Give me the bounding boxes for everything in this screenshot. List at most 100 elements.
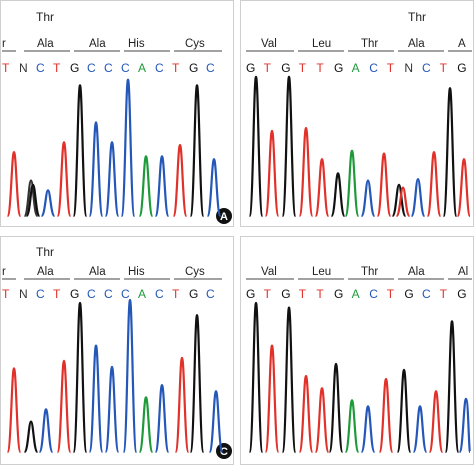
panel-d-base-6: A: [352, 287, 360, 301]
panel-c-peak-11: [189, 314, 205, 454]
panel-b-codon-3: Ala: [408, 38, 425, 50]
panel-d-peak-7: [360, 405, 376, 454]
panel-a-peak-7: [104, 141, 120, 218]
panel-b-peak-0: [248, 75, 264, 218]
panel-a-base-11: G: [189, 61, 198, 75]
panel-b-codon-4: A: [458, 38, 466, 50]
panel-b-base-2: G: [281, 61, 290, 75]
panel-c-peak-9: [154, 384, 170, 454]
panel-a-peak-8: [120, 78, 136, 218]
panel-c-base-9: C: [155, 287, 164, 301]
panel-c-peak-12: [208, 390, 224, 454]
panel-c-base-1: N: [19, 287, 28, 301]
panel-a-peak-6: [88, 121, 104, 218]
panel-d-peak-5: [328, 362, 344, 454]
panel-a-base-4: G: [70, 61, 79, 75]
panel-b-base-1: T: [264, 61, 272, 75]
panel-a-base-2: C: [36, 61, 45, 75]
panel-b-codon-2: Thr: [361, 38, 378, 50]
panel-b-peak-14: [456, 158, 472, 218]
panel-b-base-3: T: [299, 61, 307, 75]
panel-c-base-12: C: [206, 287, 215, 301]
panel-a-peak-10: [154, 155, 170, 218]
panel-d-codon-0: Val: [261, 266, 277, 278]
panel-c-peak-2: [38, 408, 54, 454]
panel-a-codon-0: r: [2, 38, 6, 50]
panel-b-codon-1: Leu: [312, 38, 331, 50]
panel-c-peak-0: [6, 367, 22, 454]
panel-d-base-1: T: [264, 287, 272, 301]
panel-d-base-3: T: [299, 287, 307, 301]
panel-c-base-11: G: [189, 287, 198, 301]
trace-layer: T N C T G C C C A C T G C G T G T T G A C T N C T GT N C T G C C C A C T G C G…: [2, 61, 472, 454]
panel-c-frame: [0, 236, 234, 465]
panel-d-base-9: G: [404, 287, 413, 301]
panel-a-base-10: T: [172, 61, 180, 75]
panel-a-codon-4: Cys: [185, 38, 205, 50]
panel-d-peak-4: [314, 387, 330, 454]
panel-a-peak-4: [56, 141, 72, 218]
panel-d-peak-6: [344, 399, 360, 454]
panel-c-peak-8: [138, 396, 154, 454]
panel-c-peak-4: [72, 301, 88, 454]
panel-b-base-7: C: [369, 61, 378, 75]
panel-c-badge: C: [216, 443, 232, 459]
panel-a-base-3: T: [53, 61, 61, 75]
panel-b-base-5: G: [334, 61, 343, 75]
panel-b-base-8: T: [387, 61, 395, 75]
panel-a-codon-1: Ala: [37, 38, 54, 50]
panel-d-peak-8: [378, 377, 394, 454]
panel-d-base-7: C: [369, 287, 378, 301]
panel-d-base-5: G: [334, 287, 343, 301]
panel-c-base-10: T: [172, 287, 180, 301]
panel-a-base-9: C: [155, 61, 164, 75]
panel-a-peak-0: [6, 151, 22, 218]
panel-c-title: Thr: [36, 245, 54, 259]
panel-c-base-7: C: [121, 287, 130, 301]
panel-a-badge-label: A: [220, 211, 228, 223]
panel-b-peak-8: [376, 152, 392, 218]
panel-c-peak-10: [174, 356, 190, 454]
panel-a-base-7: C: [121, 61, 130, 75]
panel-a-peak-2: [25, 183, 41, 218]
panel-a-peak-13: [206, 158, 222, 218]
panel-c-peak-5: [88, 344, 104, 454]
panel-d-codon-2: Thr: [361, 266, 378, 278]
panel-b-peak-12: [426, 151, 442, 218]
panel-c-codon-3: His: [128, 266, 145, 278]
panel-a-base-1: N: [19, 61, 28, 75]
panel-d-peak-13: [458, 397, 472, 454]
panel-d-codon-4: Al: [458, 266, 468, 278]
panel-a-peak-12: [189, 84, 205, 218]
panel-a-peak-11: [172, 143, 188, 218]
panel-d-base-4: T: [316, 287, 324, 301]
panel-c-codon-0: r: [2, 266, 6, 278]
panel-a-base-6: C: [104, 61, 113, 75]
panel-d-base-10: C: [422, 287, 431, 301]
panel-d-peak-10: [412, 405, 428, 454]
panel-c-codon-2: Ala: [89, 266, 106, 278]
panel-c-base-2: C: [36, 287, 45, 301]
panel-b-peak-13: [442, 87, 458, 218]
panel-a-peak-1: [23, 179, 39, 218]
panel-b-base-9: N: [404, 61, 413, 75]
panel-d-peak-9: [396, 368, 412, 454]
panel-b-peak-7: [360, 179, 376, 218]
panel-c-peak-1: [23, 420, 39, 454]
panel-c-peak-7: [122, 298, 138, 454]
panel-c-base-3: T: [53, 287, 61, 301]
panel-b-title: Thr: [408, 10, 426, 24]
panel-c-peak-3: [56, 359, 72, 454]
panel-d-peak-11: [428, 390, 444, 454]
panel-c-base-5: C: [87, 287, 96, 301]
panel-d-base-8: T: [387, 287, 395, 301]
panel-a-badge: A: [216, 208, 232, 224]
panel-a-base-5: C: [87, 61, 96, 75]
panel-d-codon-3: Ala: [408, 266, 425, 278]
panel-a-peak-9: [138, 155, 154, 218]
panel-b-base-0: G: [246, 61, 255, 75]
panel-b-peak-2: [281, 75, 297, 218]
panel-a-peak-3: [40, 189, 56, 218]
panel-d-base-2: G: [281, 287, 290, 301]
